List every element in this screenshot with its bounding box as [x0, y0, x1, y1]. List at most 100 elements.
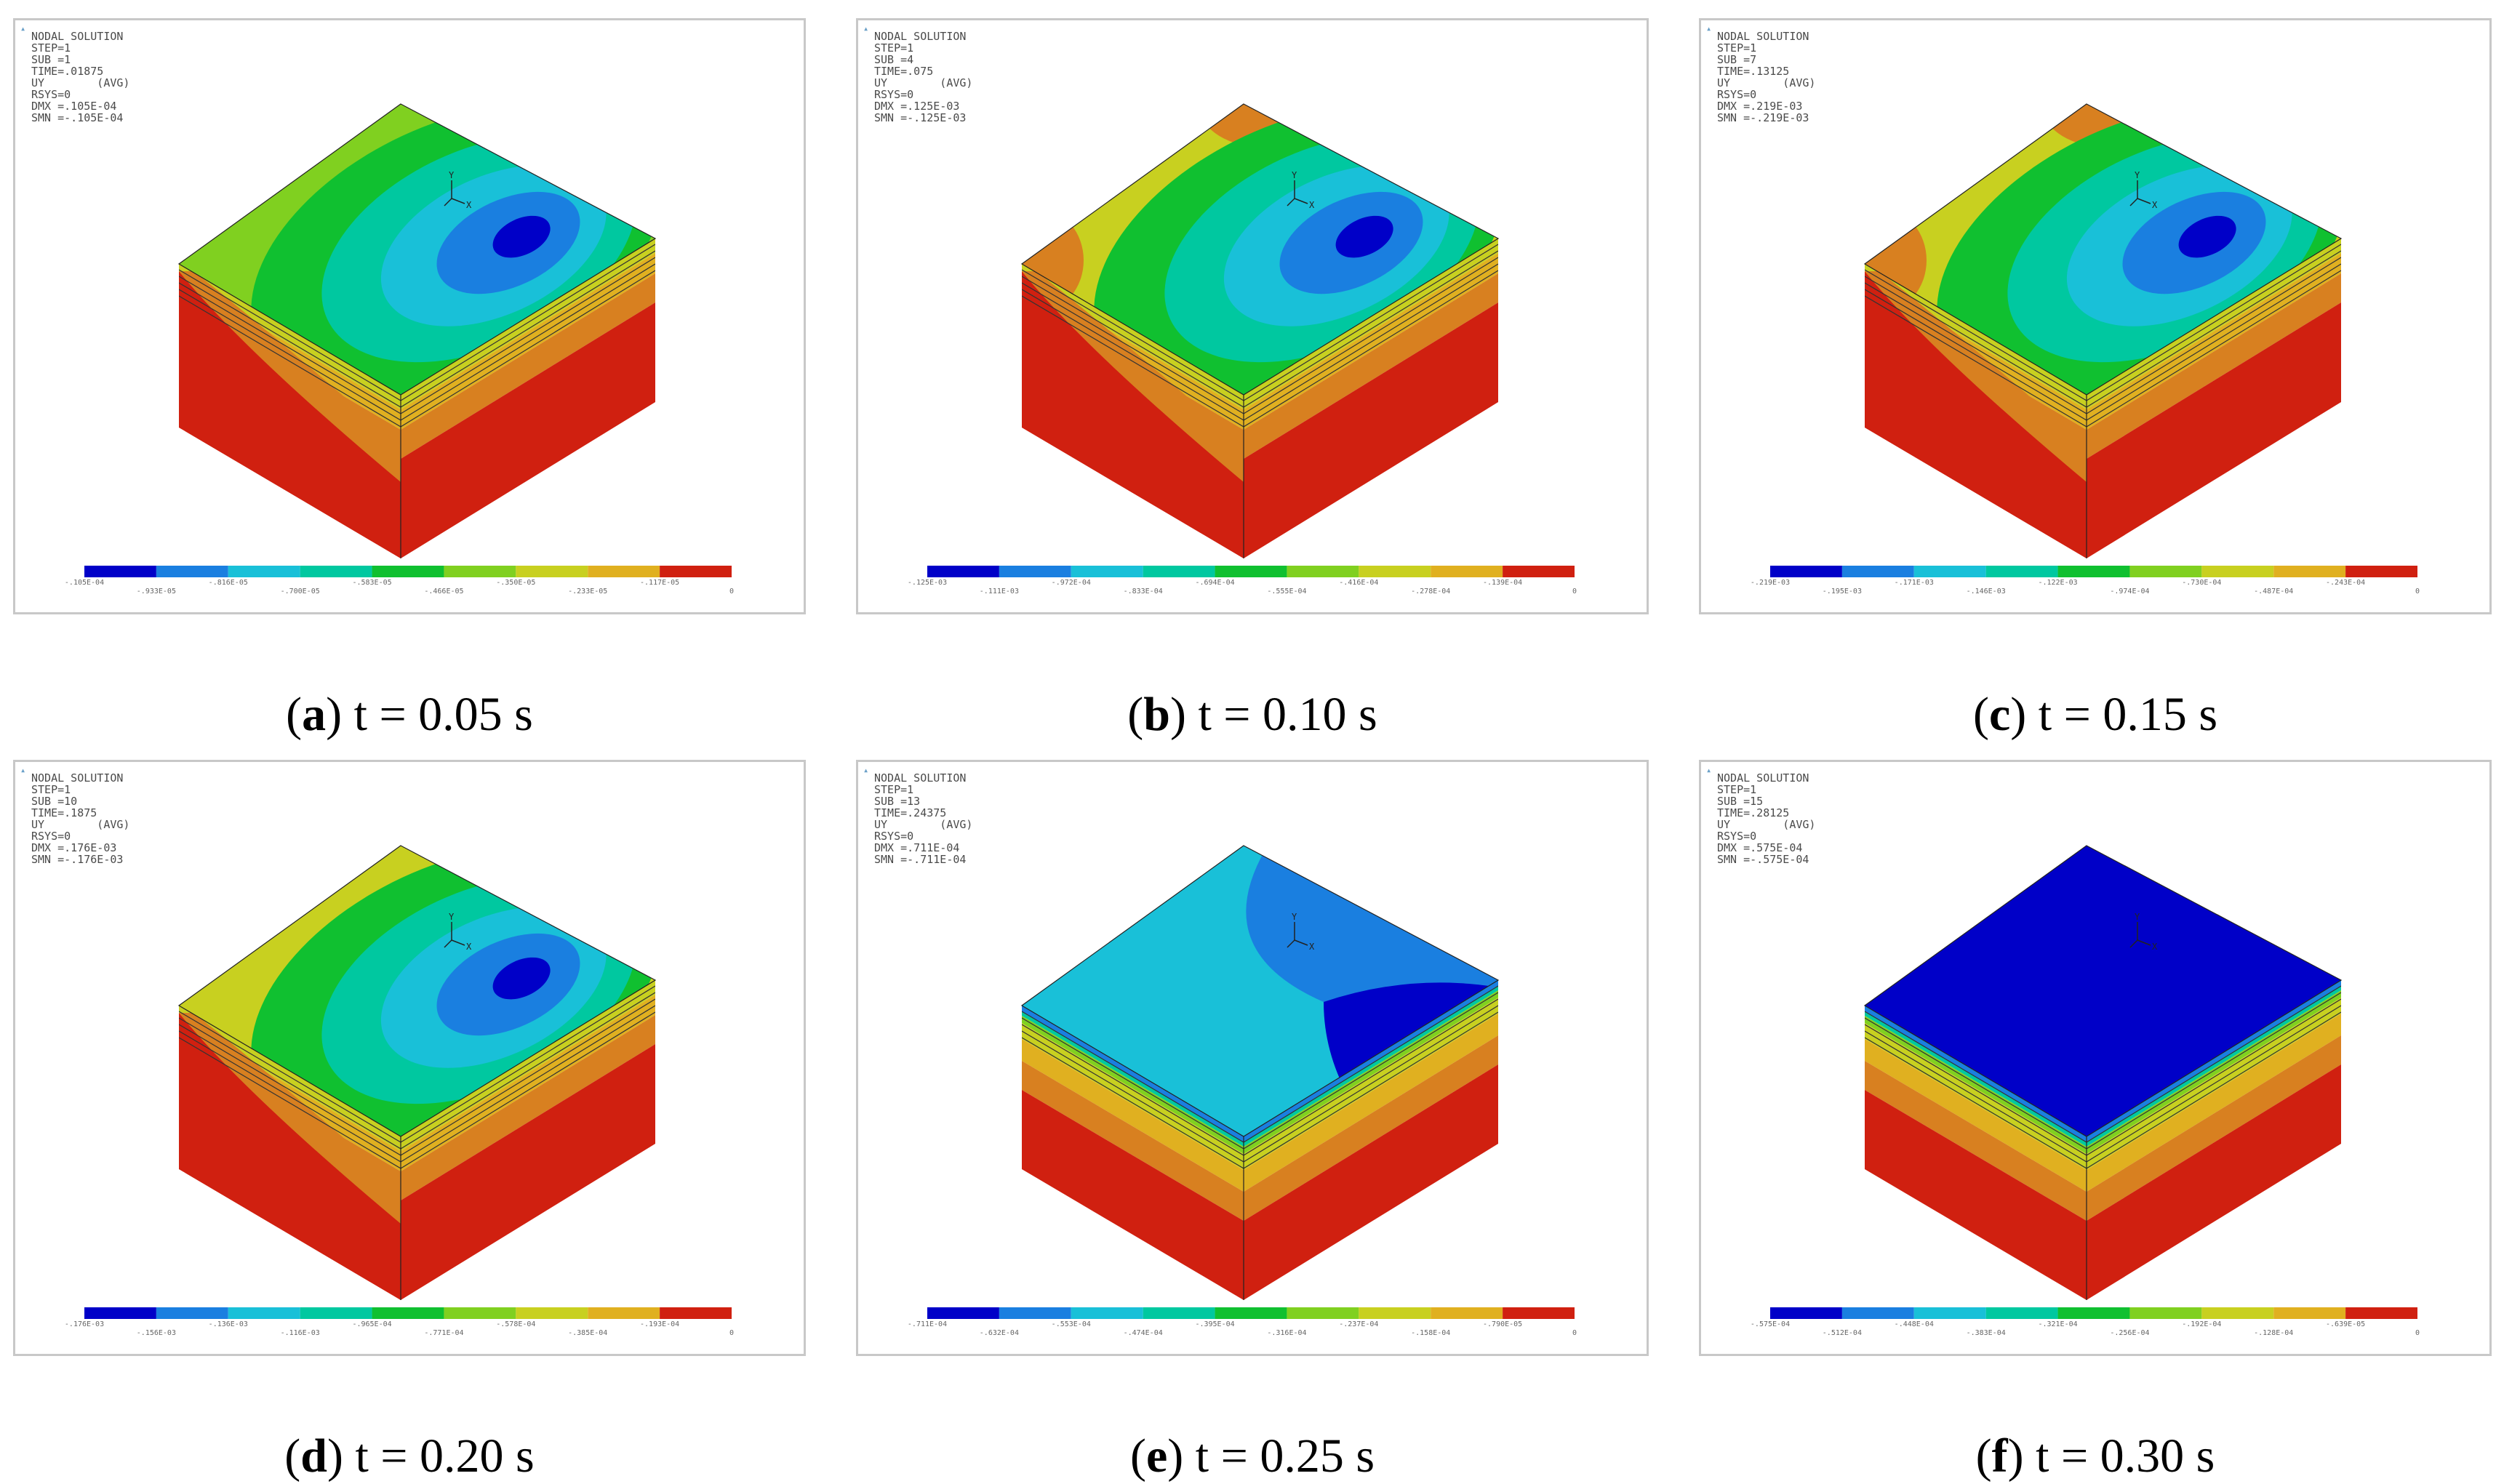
header-line: UY (AVG) [1717, 76, 1816, 89]
legend-swatch [660, 1307, 732, 1319]
legend-label: -.385E-04 [568, 1329, 608, 1337]
header-line: NODAL SOLUTION [1717, 30, 1809, 43]
side-band [2087, 253, 2341, 430]
legend-label: -.694E-04 [1195, 579, 1235, 587]
right-face [1244, 980, 1498, 1300]
layer-line [1865, 1024, 2087, 1156]
header-line: SMN =-.105E-04 [31, 111, 124, 124]
side-band [2087, 273, 2341, 459]
block-edges [1020, 103, 1500, 558]
axis-triad-icon: YX [444, 912, 472, 952]
side-band [1244, 253, 1498, 430]
legend-label: -.639E-05 [2326, 1320, 2366, 1328]
ansys-logo-icon: ▴ [863, 765, 869, 775]
layer-line [1244, 992, 1498, 1150]
layer-line [1865, 295, 2087, 428]
legend-label: -.711E-04 [907, 1320, 948, 1328]
legend-swatch [1071, 1307, 1143, 1319]
color-legend [84, 1307, 732, 1319]
legend-label: 0 [2415, 1329, 2420, 1337]
svg-text:X: X [2152, 942, 2158, 952]
caption-letter: d [300, 1429, 327, 1483]
layer-line [401, 998, 655, 1156]
side-band [1022, 1011, 1244, 1147]
side-band [1244, 273, 1498, 459]
ansys-logo-icon: ▴ [20, 765, 26, 775]
side-band [1022, 1006, 1244, 1142]
header-line: STEP=1 [874, 783, 914, 796]
caption-time: t = 0.10 s [1198, 688, 1377, 741]
header-line: NODAL SOLUTION [874, 771, 967, 785]
layer-line [1244, 257, 1498, 414]
layer-line [2087, 244, 2341, 401]
layer-line [1022, 1030, 1244, 1163]
layer-line [1865, 282, 2087, 414]
header-line: SUB =7 [1717, 53, 1757, 66]
color-legend [1770, 566, 2417, 577]
layer-line [2087, 992, 2341, 1150]
side-band [1022, 271, 1244, 558]
header-line: SMN =-.125E-03 [874, 111, 967, 124]
header-line: UY (AVG) [31, 76, 130, 89]
legend-label: -.350E-05 [496, 579, 536, 587]
side-band [2087, 238, 2341, 409]
subplot-a: ▴ Y X NODAL SOLUTION STEP=1 SUB =1 TIME=.01875… [13, 18, 806, 614]
header-line: UY (AVG) [1717, 818, 1816, 831]
contour-block [1020, 845, 1500, 1300]
layer-line [401, 257, 655, 414]
subplot-b: ▴ Y X NODAL SOLUTION STEP=1 SUB =4 TIME=.075 UY… [856, 18, 1649, 614]
legend-swatch [1503, 566, 1575, 577]
layer-line [1244, 250, 1498, 408]
legend-label: -.555E-04 [1267, 587, 1307, 595]
ansys-logo-icon: ▴ [863, 23, 869, 33]
legend-swatch [1359, 566, 1431, 577]
layer-line [2087, 985, 2341, 1143]
solution-header: NODAL SOLUTION STEP=1 SUB =10 TIME=.1875 UY … [31, 772, 129, 865]
legend-swatch [1841, 566, 1914, 577]
contour-region [492, 957, 551, 1000]
caption-letter: c [1988, 688, 2011, 741]
caption-letter: a [302, 688, 327, 741]
legend-label: -.193E-04 [640, 1320, 680, 1328]
svg-text:X: X [466, 942, 472, 952]
legend-label: -.933E-05 [136, 587, 176, 595]
contour-plot: YX [84, 845, 732, 1319]
layer-line [2087, 257, 2341, 414]
legend-label: -.466E-05 [424, 587, 464, 595]
header-line: NODAL SOLUTION [1717, 771, 1809, 785]
layer-line [2087, 998, 2341, 1156]
legend-label: -.553E-04 [1051, 1320, 1091, 1328]
side-band [2087, 986, 2341, 1147]
contour-block [1863, 103, 2343, 558]
header-line: UY (AVG) [874, 818, 973, 831]
legend-label: 0 [729, 1329, 735, 1337]
side-band [1022, 1039, 1244, 1192]
legend-swatch [1215, 566, 1287, 577]
legend-swatch [588, 566, 660, 577]
legend-label: 0 [1572, 1329, 1577, 1337]
header-line: UY (AVG) [874, 76, 973, 89]
legend-swatch [1985, 566, 2058, 577]
axis-triad-icon: YX [2129, 170, 2158, 210]
header-line: UY (AVG) [31, 818, 130, 831]
svg-text:Y: Y [2135, 912, 2140, 922]
subplot-caption-f: (f) t = 0.30 s [1975, 1429, 2215, 1483]
header-line: TIME=.24375 [874, 806, 947, 819]
legend-swatch [2345, 1307, 2417, 1319]
contour-block [1863, 845, 2343, 1300]
layer-line [179, 276, 401, 408]
color-legend [927, 1307, 1575, 1319]
layer-line [1022, 1011, 1244, 1143]
header-line: RSYS=0 [1717, 830, 1757, 843]
layer-line [1244, 263, 1498, 421]
svg-text:Y: Y [2135, 170, 2140, 180]
side-band [1865, 264, 2087, 409]
layer-line [1244, 244, 1498, 401]
header-line: RSYS=0 [31, 830, 71, 843]
legend-swatch [300, 1307, 372, 1319]
layer-line [1022, 276, 1244, 408]
layer-line [2087, 263, 2341, 421]
layer-line [179, 1017, 401, 1150]
layer-line [1244, 998, 1498, 1156]
side-band [2087, 1014, 2341, 1192]
